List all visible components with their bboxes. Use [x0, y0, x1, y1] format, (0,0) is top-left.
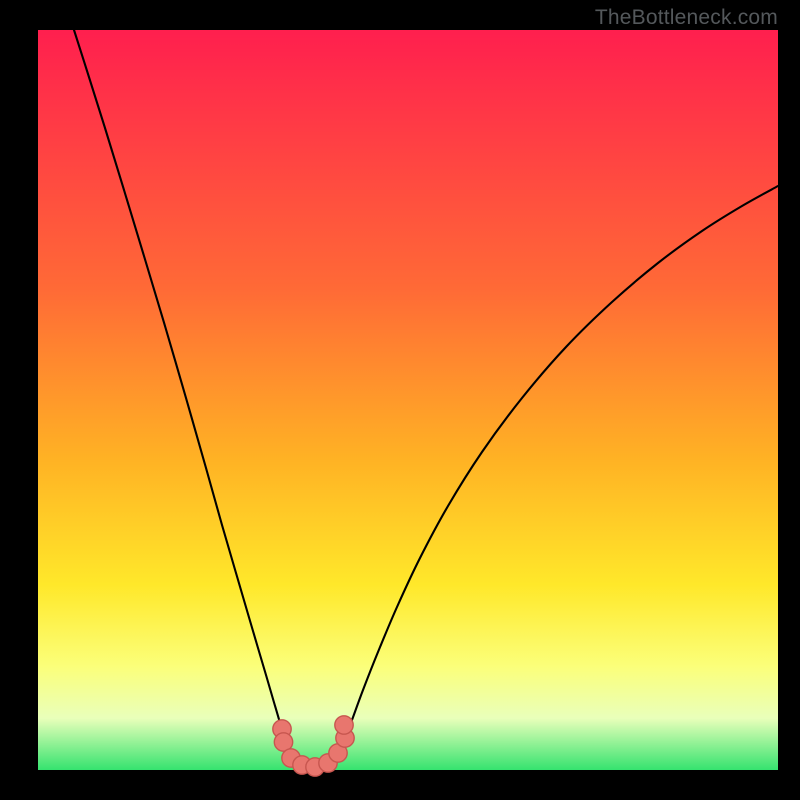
- chart-frame: TheBottleneck.com: [0, 0, 800, 800]
- curve-layer: [0, 0, 800, 800]
- curve-marker: [335, 716, 353, 734]
- bottleneck-curve: [74, 30, 778, 768]
- marker-group: [273, 716, 354, 776]
